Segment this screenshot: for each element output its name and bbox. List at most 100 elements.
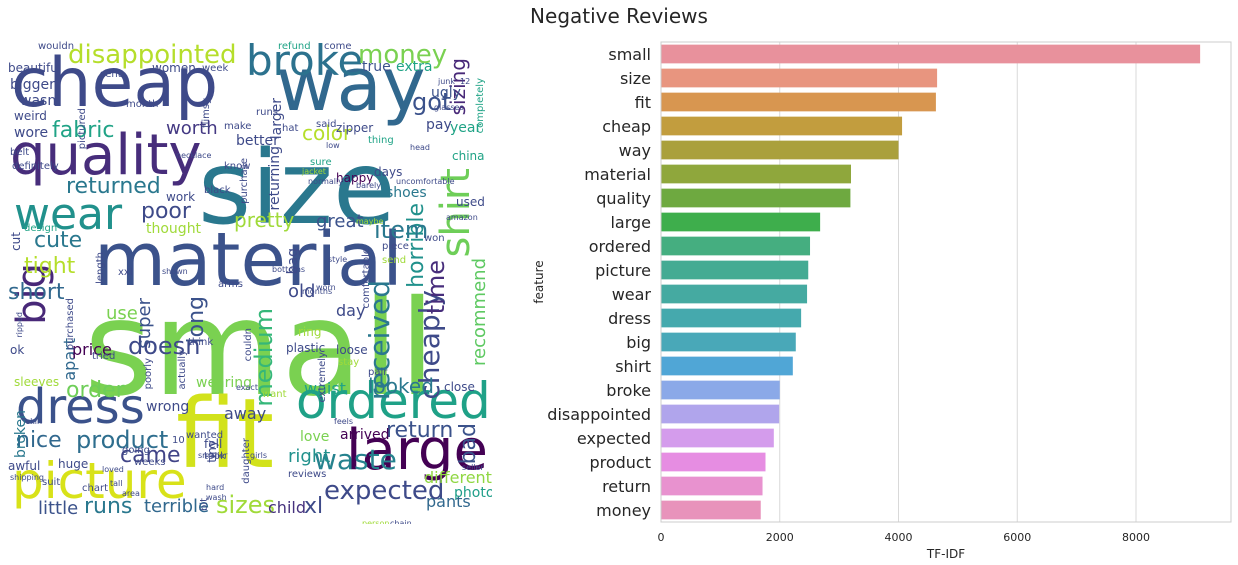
word-cloud-word: doesn [128,332,201,360]
word-cloud-word: worth [166,118,218,139]
word-cloud-word: return [386,418,454,443]
bar-size [661,68,938,88]
word-cloud-word: wearing [196,375,253,391]
word-cloud-word: stay [338,357,360,368]
word-cloud-word: tight [24,254,76,279]
y-tick-label: disappointed [547,405,651,424]
word-cloud-word: wore [14,125,49,141]
word-cloud-word: seller [462,463,484,472]
bar-picture [661,260,809,280]
word-cloud-word: ugly [431,85,461,101]
word-cloud-word: day [336,301,366,320]
bar-disappointed [661,404,780,424]
x-tick-label: 4000 [885,531,913,544]
word-cloud-word: going [122,445,150,456]
x-tick-label: 6000 [1003,531,1031,544]
word-cloud-word: hat [282,123,299,134]
word-cloud-word: fit [176,378,275,490]
word-cloud-word: size [198,129,396,248]
word-cloud-word: amazon [446,213,478,222]
word-cloud-word: chart [82,483,108,494]
word-cloud-word: worn [316,283,336,292]
word-cloud-word: days [374,165,403,179]
y-tick-label: material [584,165,651,184]
word-cloud-word: thing [368,135,394,146]
word-cloud-word: shoes [386,185,427,201]
word-cloud-word: order [66,378,125,403]
word-cloud-word: belt [10,147,30,158]
word-cloud-word: wouldn [38,41,75,52]
word-cloud-word: black [204,185,231,196]
bar-quality [661,188,851,208]
y-tick-label: small [608,45,651,64]
bar-material [661,164,851,184]
word-cloud-word: broke [246,38,364,85]
y-tick-label: picture [595,261,651,280]
word-cloud-word: pretty [234,208,295,232]
word-cloud-word: runs [256,107,278,118]
word-cloud-word: want [262,389,287,400]
word-cloud-word: away [224,404,267,423]
bar-ordered [661,236,811,256]
bar-wear [661,284,808,304]
word-cloud-word: poor [141,199,191,224]
word-cloud-word: fabric [52,118,115,143]
word-cloud-word: make [224,121,252,132]
word-cloud-word: wrong [146,399,190,415]
word-cloud-word: loose [336,343,368,357]
word-cloud-word: won [424,233,445,244]
bar-product [661,452,766,472]
word-cloud-word: use [106,303,138,324]
y-tick-label: wear [612,285,652,304]
word-cloud-word: close [444,380,475,394]
word-cloud-word: beautiful [8,61,62,75]
word-cloud-word: item [374,216,429,244]
word-cloud-word: way [276,42,426,128]
word-cloud-word: looked [368,374,434,398]
word-cloud-word: wasn [20,93,57,109]
y-tick-label: broke [606,381,651,400]
bar-large [661,212,821,232]
word-cloud-word: tall [110,479,123,488]
word-cloud-word: arms [218,279,244,290]
word-cloud-word: necklace [176,151,212,160]
bars [661,44,1201,520]
bar-broke [661,380,780,400]
word-cloud-word: got [412,88,452,116]
word-cloud-word: hard [206,483,225,492]
y-axis-label: feature [532,260,546,303]
word-cloud-word: sent [100,69,122,80]
word-cloud-word: right [288,446,331,467]
word-cloud-word: pair [368,367,388,378]
bar-expected [661,428,774,448]
word-cloud-word: maybe [356,217,384,226]
word-cloud-word: waste [314,443,397,476]
word-cloud-word: refund [278,41,311,52]
word-cloud-word: junk [438,77,455,86]
y-tick-label: big [626,333,651,352]
y-tick-label: quality [596,189,651,208]
y-tick-label: return [602,477,651,496]
word-cloud-word: xxl [118,267,133,278]
word-cloud-word: definitely [12,161,59,172]
word-cloud-word: women [152,61,196,75]
word-cloud-word: material [94,217,403,303]
word-cloud-word: picture [12,452,187,510]
word-cloud-word: months [302,287,333,296]
plot-frame [660,41,1232,523]
word-cloud-word: plastic [286,341,326,355]
word-cloud-word: cheap [11,44,219,123]
word-cloud-word: money [358,40,448,70]
y-tick-label: money [596,501,651,520]
word-cloud-word: ordered [296,372,491,430]
y-tick-label: size [620,69,651,88]
y-tick-label: ordered [589,237,651,256]
word-cloud-word: head [410,143,430,152]
word-cloud-word: piece [382,241,409,252]
x-tick-label: 2000 [766,531,794,544]
word-cloud-word: true [362,59,391,75]
word-cloud-word: girls [250,451,267,460]
word-cloud-word: design [24,223,58,234]
word-cloud-word: 12 [460,77,471,86]
